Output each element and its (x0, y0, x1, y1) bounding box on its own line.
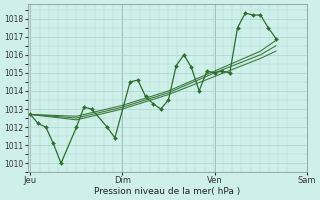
X-axis label: Pression niveau de la mer( hPa ): Pression niveau de la mer( hPa ) (94, 187, 240, 196)
